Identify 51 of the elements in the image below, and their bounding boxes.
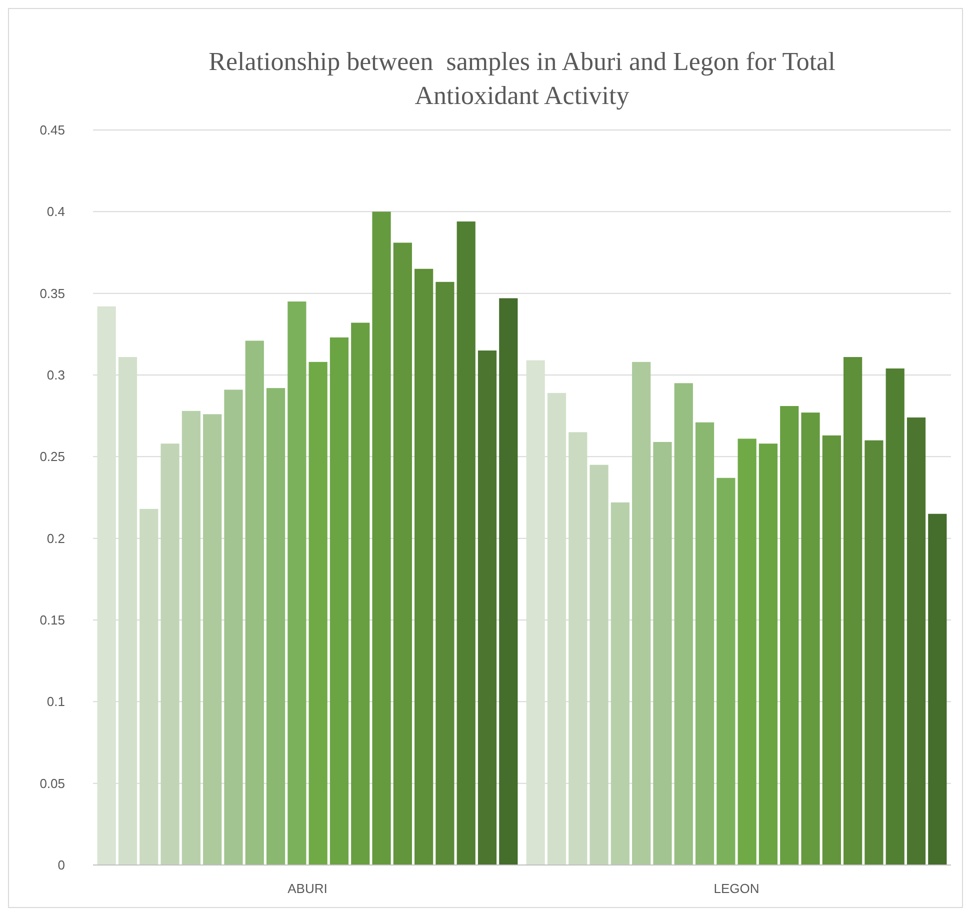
bar [547,392,566,865]
y-tick-label: 0.05 [40,776,65,791]
bar [456,221,476,865]
bar [118,357,138,865]
bar [330,337,349,865]
bar [822,435,841,865]
y-tick-label: 0.15 [40,612,65,628]
bar [928,514,947,865]
bar [844,357,862,865]
bar [568,432,588,865]
bar [182,410,200,865]
bar [288,302,306,865]
bar [266,388,286,865]
bar [140,508,158,865]
bar [245,340,264,865]
bar [224,390,243,865]
bar [738,438,756,865]
bar [886,368,904,865]
bar [414,268,434,865]
y-tick-label: 0 [58,858,65,873]
bar [308,362,328,865]
chart-title: Relationship between samples in Aburi and Legon for Total Antioxidant Activity [208,47,836,110]
y-tick-label: 0.3 [46,368,65,383]
bar [351,322,370,865]
y-tick-label: 0.25 [40,449,65,464]
x-tick-label: LEGON [714,881,760,896]
bar [864,440,884,865]
y-tick-label: 0.2 [46,530,65,546]
bar [906,417,926,865]
y-tick-label: 0.45 [40,122,65,138]
y-tick-label: 0.35 [40,286,65,301]
bar [203,414,222,865]
bar [716,478,736,865]
bar [478,350,497,865]
bar [393,242,412,865]
x-tick-label: ABURI [288,881,328,896]
bar [590,464,608,865]
bar [632,362,651,865]
bar [758,444,778,865]
bar [610,502,630,865]
bar [801,412,820,865]
bar [372,212,391,865]
bar [780,406,799,865]
bar [499,298,518,865]
bar [160,444,180,865]
bar [695,422,714,865]
bar [674,383,693,865]
bar [653,442,672,865]
y-tick-label: 0.1 [46,694,65,710]
y-tick-label: 0.4 [46,204,65,220]
bar [436,282,454,865]
